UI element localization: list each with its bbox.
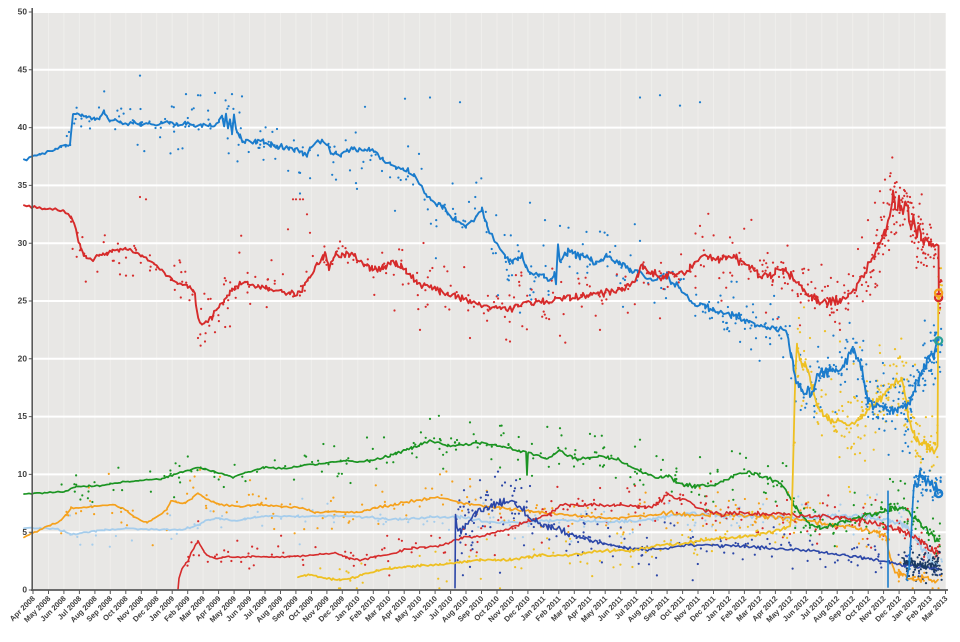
svg-text:15: 15 [18,411,28,421]
svg-text:25: 25 [18,296,28,306]
svg-text:0: 0 [22,585,27,595]
svg-text:10: 10 [18,469,28,479]
svg-text:35: 35 [18,180,28,190]
svg-text:40: 40 [18,122,28,132]
svg-text:30: 30 [18,238,28,248]
svg-text:50: 50 [18,7,28,17]
svg-text:5: 5 [22,527,27,537]
svg-text:20: 20 [18,353,28,363]
svg-text:45: 45 [18,64,28,74]
